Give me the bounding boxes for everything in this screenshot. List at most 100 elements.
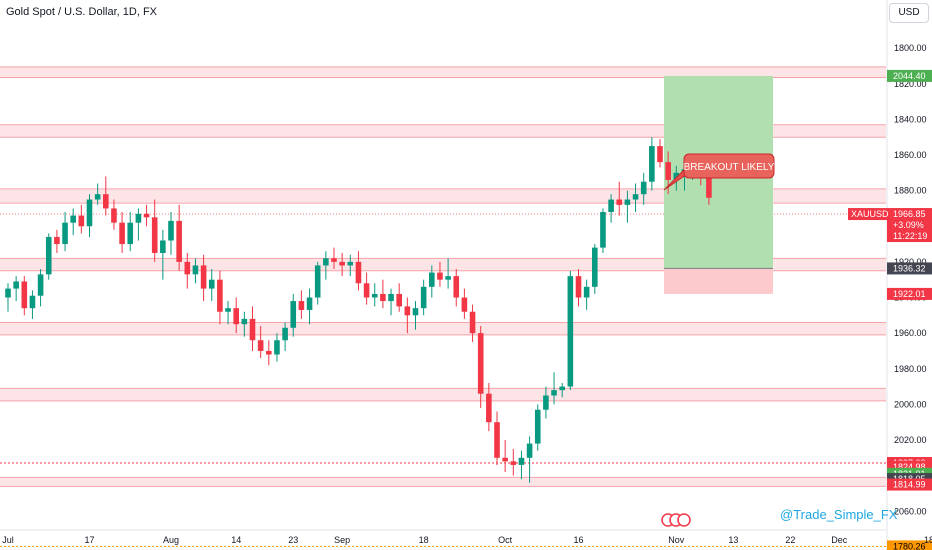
- zone-5: [0, 388, 886, 401]
- x-tick-label: 18: [924, 535, 932, 545]
- x-tick-label: 23: [288, 535, 298, 545]
- candle-body-23: [192, 265, 199, 275]
- price-tag-text: 2044.40: [893, 71, 926, 81]
- candle-body-33: [274, 340, 280, 355]
- candle-body-43: [355, 261, 362, 284]
- candle-body-67: [551, 390, 557, 396]
- candle-body-57: [469, 311, 476, 334]
- candle-body-22: [184, 261, 191, 275]
- zone-4: [0, 322, 886, 335]
- symbol-tag-text: XAUUSD: [851, 209, 889, 219]
- candle-body-63: [518, 457, 525, 465]
- candle-body-53: [437, 272, 443, 280]
- candle-body-11: [94, 194, 101, 200]
- candle-body-9: [78, 215, 85, 227]
- candle-body-52: [429, 272, 435, 287]
- candle-body-65: [534, 409, 541, 444]
- candle-body-2: [21, 281, 28, 309]
- event-marker-icon: [677, 513, 691, 527]
- y-tick-label: 2000.00: [894, 399, 927, 409]
- candle-body-7: [62, 222, 68, 245]
- candle-body-4: [37, 274, 44, 296]
- currency-selector[interactable]: USD: [889, 3, 929, 23]
- candle-body-86: [706, 176, 712, 198]
- candle-body-47: [388, 293, 394, 302]
- candle-body-61: [502, 457, 508, 462]
- candle-body-29: [241, 318, 248, 325]
- x-tick-label: Jul: [2, 535, 14, 545]
- candle-body-44: [363, 283, 370, 298]
- candle-body-6: [54, 236, 60, 245]
- candle-body-50: [412, 308, 419, 316]
- candle-body-70: [575, 276, 582, 298]
- candle-body-48: [396, 293, 402, 307]
- candle-body-64: [526, 443, 533, 458]
- candle-body-82: [673, 172, 680, 180]
- x-tick-label: Dec: [831, 535, 848, 545]
- candle-body-75: [616, 199, 623, 205]
- candle-body-16: [135, 213, 142, 223]
- candle-body-39: [323, 258, 329, 266]
- candle-body-40: [331, 258, 337, 262]
- candle-body-51: [420, 286, 427, 309]
- candle-body-28: [233, 308, 239, 325]
- candle-body-24: [200, 265, 207, 289]
- price-tag-0: [887, 69, 932, 82]
- candle-body-42: [347, 261, 354, 266]
- candle-body-12: [103, 194, 109, 209]
- price-tag-text: 11:22:19: [893, 231, 927, 241]
- zone-6: [0, 477, 886, 487]
- candle-body-46: [380, 293, 386, 302]
- candle-body-36: [298, 301, 305, 310]
- x-tick-label: 22: [785, 535, 795, 545]
- y-tick-label: 1820.00: [894, 79, 927, 89]
- x-tick-label: 13: [728, 535, 738, 545]
- candle-body-77: [632, 194, 639, 200]
- candle-body-71: [583, 286, 590, 298]
- watermark: @Trade_Simple_FX: [780, 507, 898, 522]
- x-tick-label: 14: [231, 535, 241, 545]
- candle-body-76: [624, 199, 631, 205]
- price-tag-text: 1966.85: [893, 209, 926, 219]
- candle-body-26: [217, 279, 223, 312]
- price-tag-3: [887, 287, 932, 300]
- y-tick-label: 1980.00: [894, 364, 927, 374]
- price-tag-text: 1824.98: [893, 462, 926, 472]
- y-tick-label: 1800.00: [894, 43, 927, 53]
- candle-body-8: [70, 215, 76, 223]
- candle-body-60: [494, 422, 500, 458]
- candle-body-10: [86, 199, 93, 227]
- candle-body-20: [168, 220, 174, 241]
- candle-body-74: [608, 199, 614, 212]
- x-tick-label: Oct: [498, 535, 513, 545]
- candle-body-58: [477, 333, 484, 394]
- x-tick-label: Sep: [334, 535, 350, 545]
- y-tick-label: 1880.00: [894, 186, 927, 196]
- candle-body-14: [119, 222, 125, 245]
- candle-body-18: [151, 217, 158, 253]
- candle-body-5: [45, 236, 52, 275]
- candle-body-37: [306, 297, 313, 310]
- x-tick-label: 16: [573, 535, 583, 545]
- candle-body-72: [592, 247, 598, 287]
- candle-body-49: [404, 306, 411, 316]
- candle-body-69: [567, 276, 574, 387]
- candle-body-66: [543, 395, 549, 410]
- candle-body-41: [339, 261, 345, 266]
- candle-body-78: [640, 181, 647, 195]
- stop-zone: [664, 268, 773, 294]
- candle-body-15: [127, 222, 134, 245]
- x-tick-label: 18: [419, 535, 429, 545]
- candle-body-35: [290, 301, 297, 328]
- candle-body-19: [160, 240, 166, 253]
- price-tag-text: +3.09%: [893, 220, 924, 230]
- y-tick-label: 1840.00: [894, 114, 927, 124]
- price-tag-2: [887, 262, 932, 275]
- candle-body-21: [176, 220, 182, 262]
- candle-body-0: [5, 288, 11, 298]
- candle-body-56: [461, 297, 468, 312]
- y-tick-label: 2060.00: [894, 506, 927, 516]
- price-tag-9: [887, 540, 932, 550]
